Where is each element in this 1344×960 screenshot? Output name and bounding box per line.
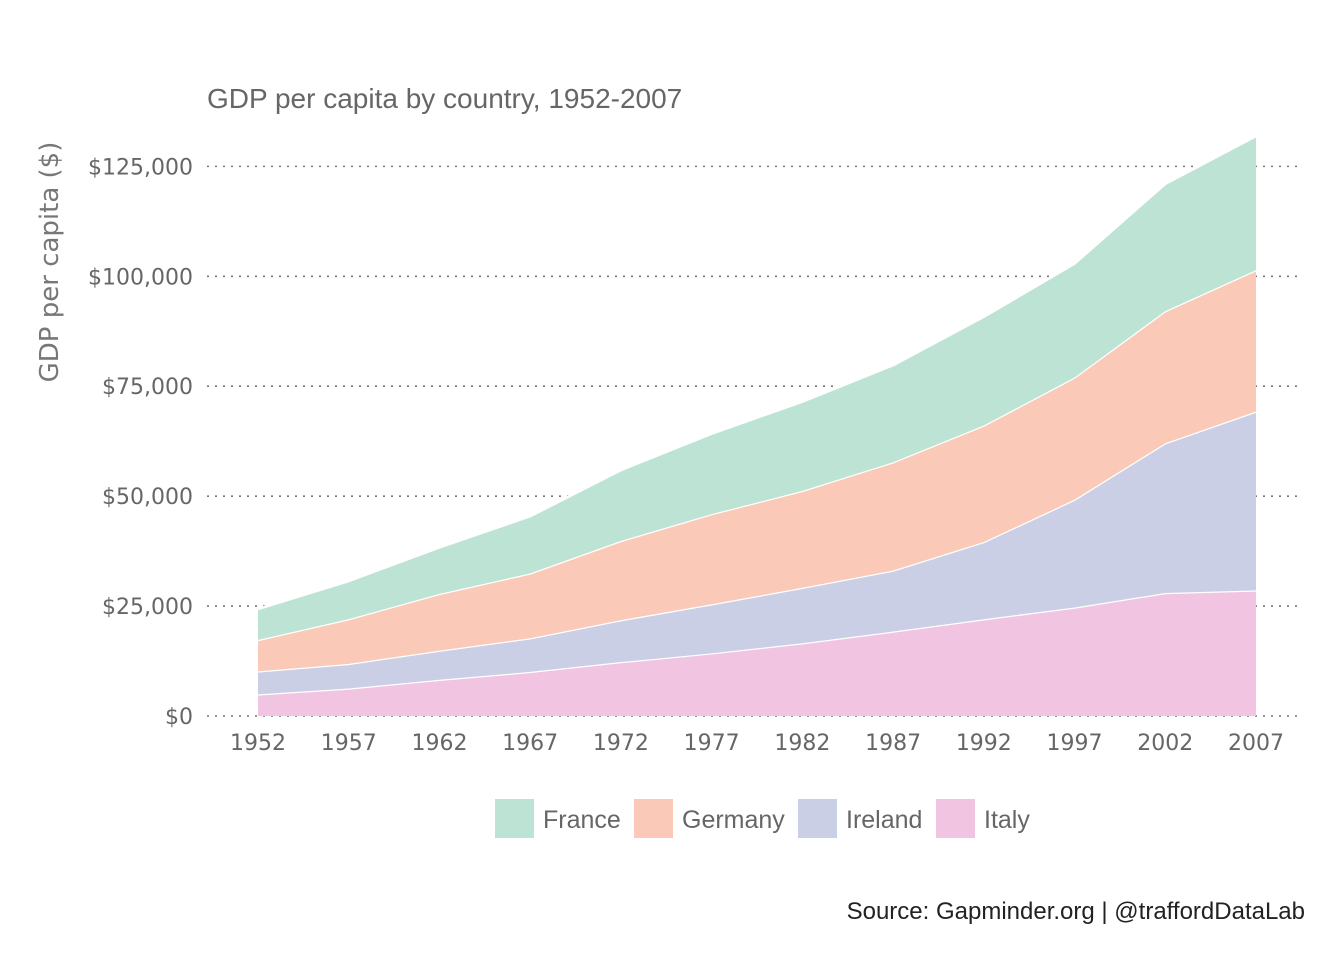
legend-swatch-france — [495, 799, 534, 838]
area-france — [258, 136, 1256, 640]
y-axis-ticks: $0 $25,000 $50,000 $75,000 $100,000 $125,000 — [88, 155, 193, 730]
y-axis-label: GDP per capita ($) — [35, 142, 65, 383]
legend-label-italy: Italy — [984, 806, 1030, 834]
source-caption: Source: Gapminder.org | @traffordDataLab — [847, 898, 1305, 925]
x-tick-label: 1957 — [321, 731, 377, 756]
x-tick-label: 1997 — [1047, 731, 1103, 756]
area-top-line-germany — [257, 268, 1257, 642]
y-tick-label: $0 — [165, 705, 193, 730]
x-tick-label: 1992 — [956, 731, 1012, 756]
y-tick-label: $100,000 — [88, 265, 193, 290]
x-tick-label: 2002 — [1137, 731, 1193, 756]
x-tick-label: 1962 — [411, 731, 467, 756]
x-tick-label: 1977 — [684, 731, 740, 756]
area-top-line-ireland — [257, 410, 1257, 673]
x-tick-label: 1972 — [593, 731, 649, 756]
legend: France Germany Ireland Italy — [495, 799, 1030, 838]
area-top-line-italy — [257, 589, 1257, 696]
y-tick-label: $25,000 — [102, 595, 193, 620]
x-tick-label: 1967 — [502, 731, 558, 756]
x-tick-label: 1952 — [230, 731, 286, 756]
legend-label-france: France — [543, 806, 621, 834]
x-tick-label: 1987 — [865, 731, 921, 756]
area-series — [257, 134, 1257, 716]
y-tick-label: $125,000 — [88, 155, 193, 180]
legend-swatch-ireland — [798, 799, 837, 838]
legend-label-germany: Germany — [682, 806, 785, 834]
area-ireland — [258, 411, 1256, 695]
y-tick-label: $75,000 — [102, 375, 193, 400]
legend-swatch-germany — [634, 799, 673, 838]
y-tick-label: $50,000 — [102, 485, 193, 510]
x-tick-label: 1982 — [774, 731, 830, 756]
x-axis-ticks: 1952 1957 1962 1967 1972 1977 1982 1987 1992 1997… — [230, 731, 1284, 756]
area-germany — [258, 270, 1256, 672]
x-tick-label: 2007 — [1228, 731, 1284, 756]
area-italy — [258, 590, 1256, 716]
area-top-line-france — [257, 134, 1257, 611]
chart-title: GDP per capita by country, 1952-2007 — [207, 83, 682, 114]
legend-swatch-italy — [936, 799, 975, 838]
legend-label-ireland: Ireland — [846, 806, 922, 834]
